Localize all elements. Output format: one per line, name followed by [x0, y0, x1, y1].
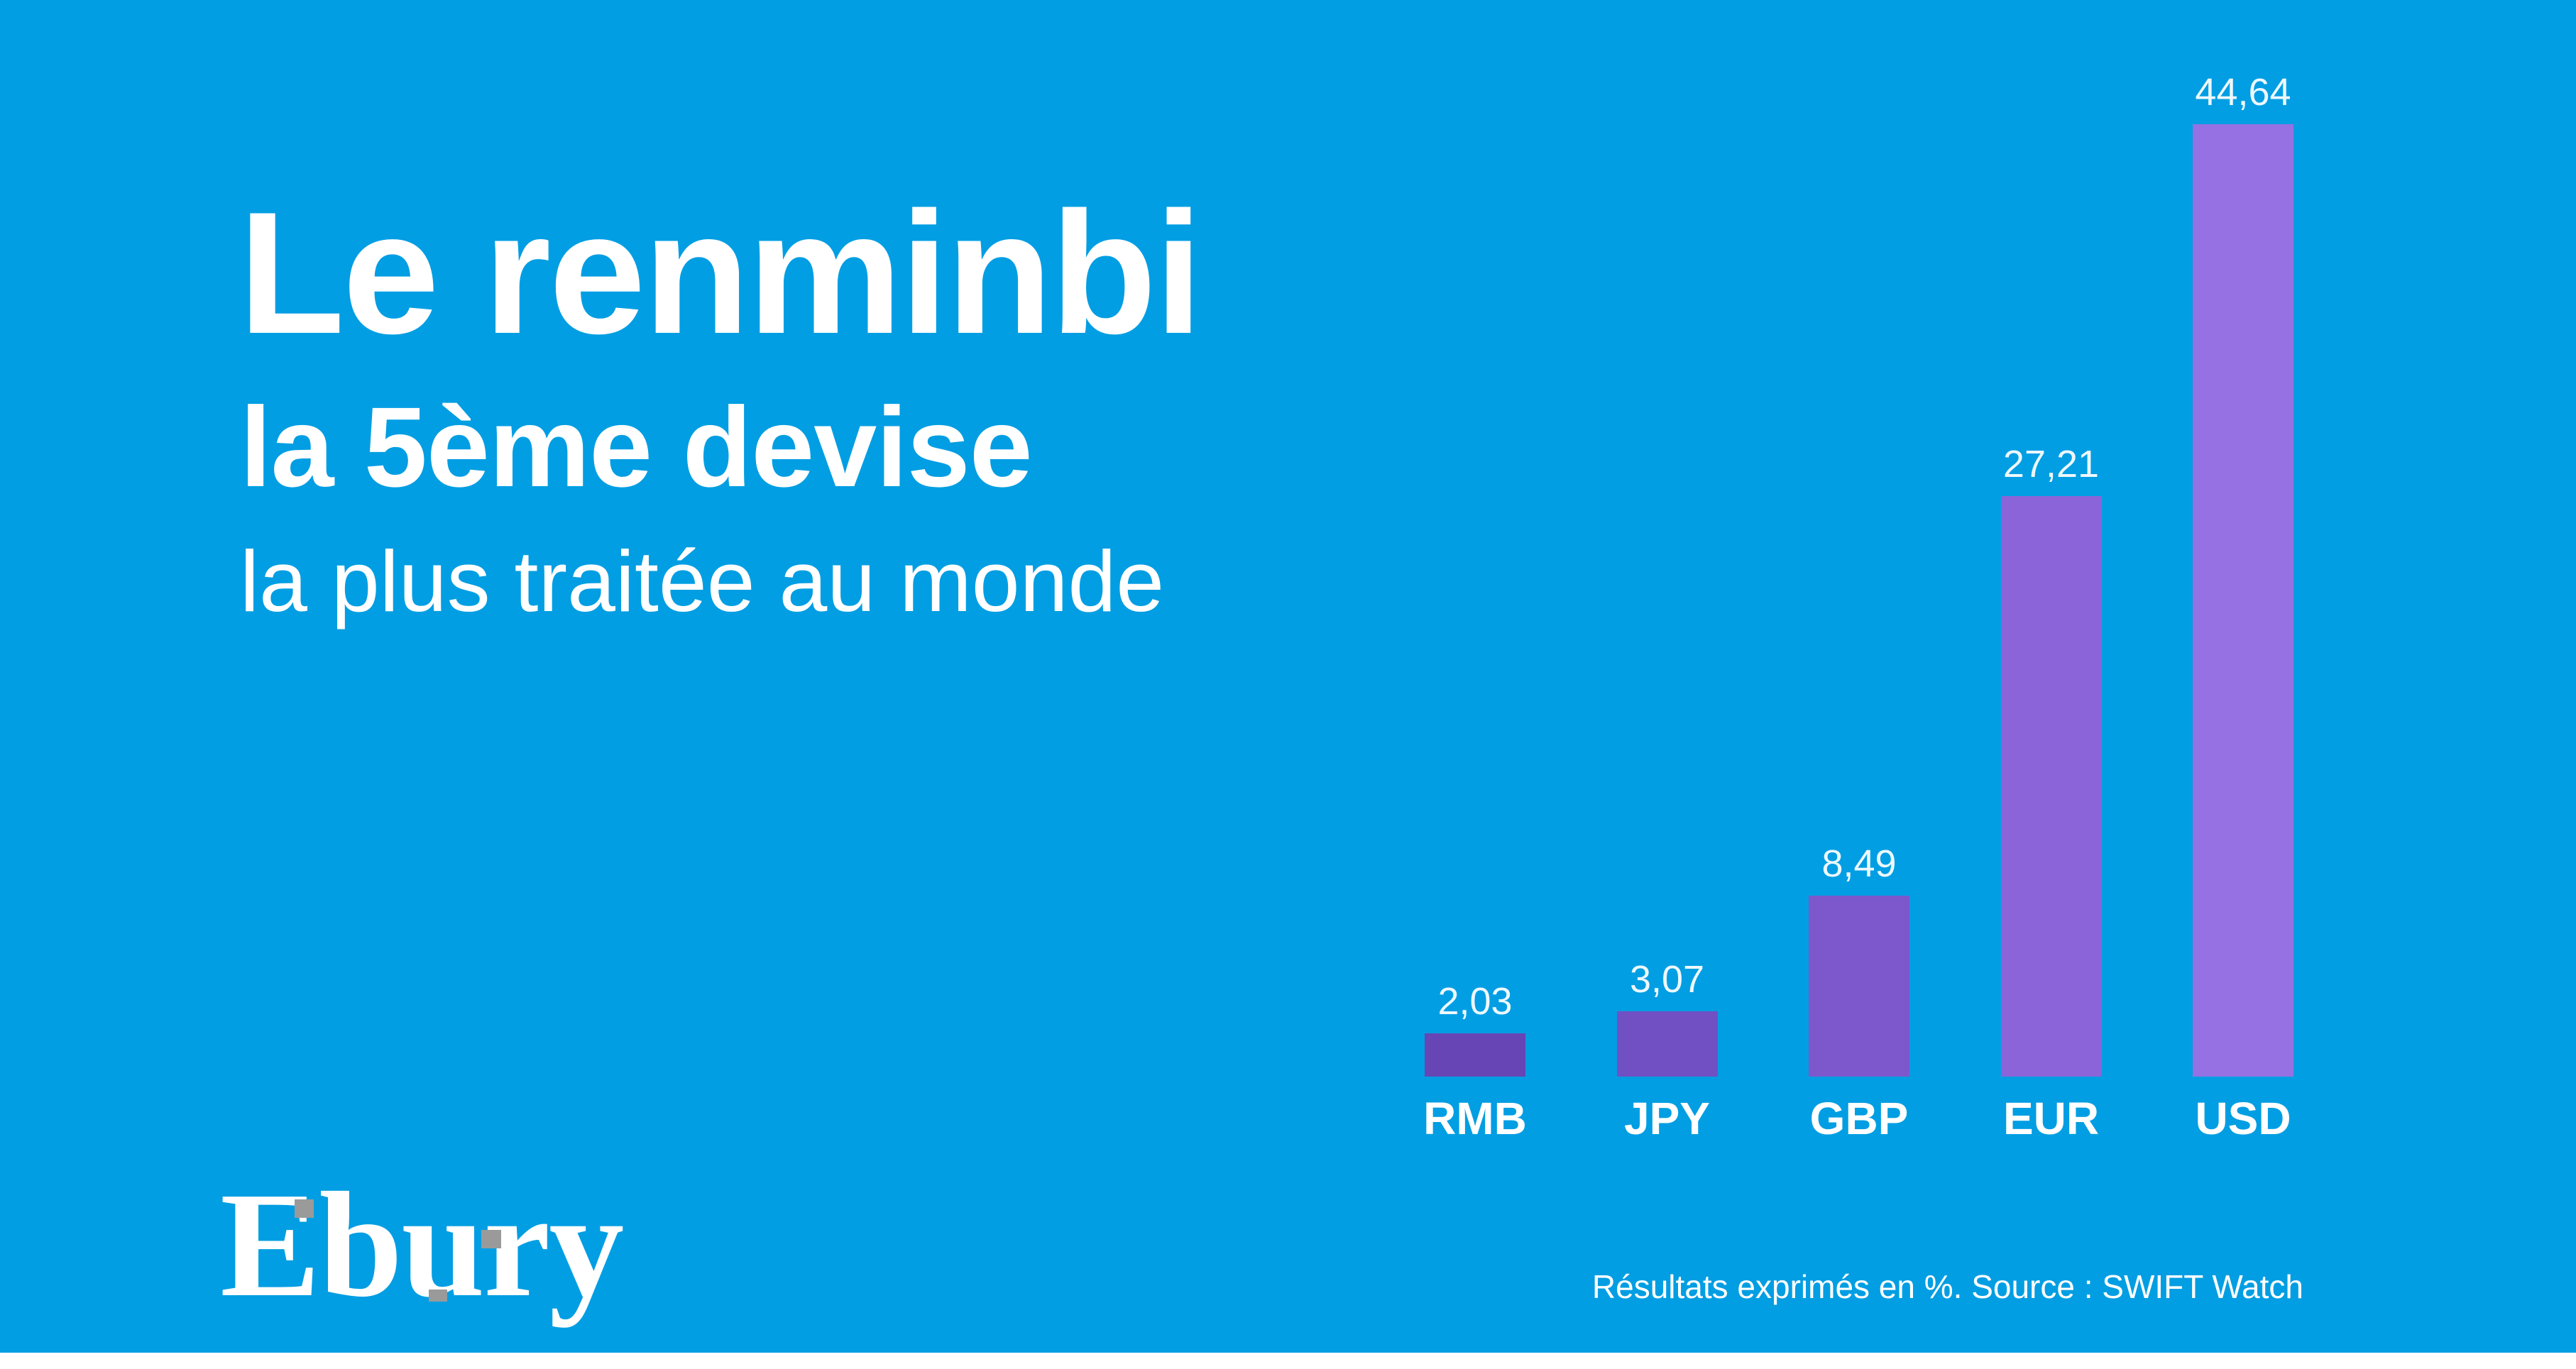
- value-label-EUR: 27,21: [2002, 443, 2100, 485]
- category-label-GBP: GBP: [1809, 1093, 1909, 1144]
- bar-JPY: [1616, 1011, 1718, 1077]
- headline-line1: Le renminbi: [239, 175, 1203, 370]
- footer-white-strip: [0, 1353, 2576, 1369]
- headline-line2: la 5ème devise: [240, 383, 1033, 510]
- bar-RMB: [1425, 1033, 1525, 1077]
- bar-EUR: [2000, 496, 2102, 1077]
- bar-USD: [2193, 124, 2293, 1077]
- category-label-RMB: RMB: [1423, 1093, 1527, 1144]
- category-label-EUR: EUR: [2002, 1093, 2100, 1144]
- bar-GBP: [1809, 896, 1909, 1077]
- value-label-GBP: 8,49: [1821, 842, 1897, 885]
- headline-line3: la plus traitée au monde: [240, 533, 1165, 629]
- category-label-USD: USD: [2195, 1093, 2291, 1144]
- value-label-USD: 44,64: [2195, 71, 2291, 114]
- value-label-RMB: 2,03: [1437, 980, 1513, 1023]
- value-label-JPY: 3,07: [1629, 958, 1705, 1001]
- footnote-source-text: Résultats exprimés en %. Source : SWIFT …: [1591, 1268, 2303, 1305]
- logo-pixel-square: [295, 1199, 314, 1218]
- logo-pixel-square: [429, 1290, 447, 1302]
- ebury-logo: Ebury: [220, 1161, 624, 1328]
- category-label-JPY: JPY: [1624, 1093, 1710, 1144]
- logo-pixel-square: [481, 1230, 501, 1248]
